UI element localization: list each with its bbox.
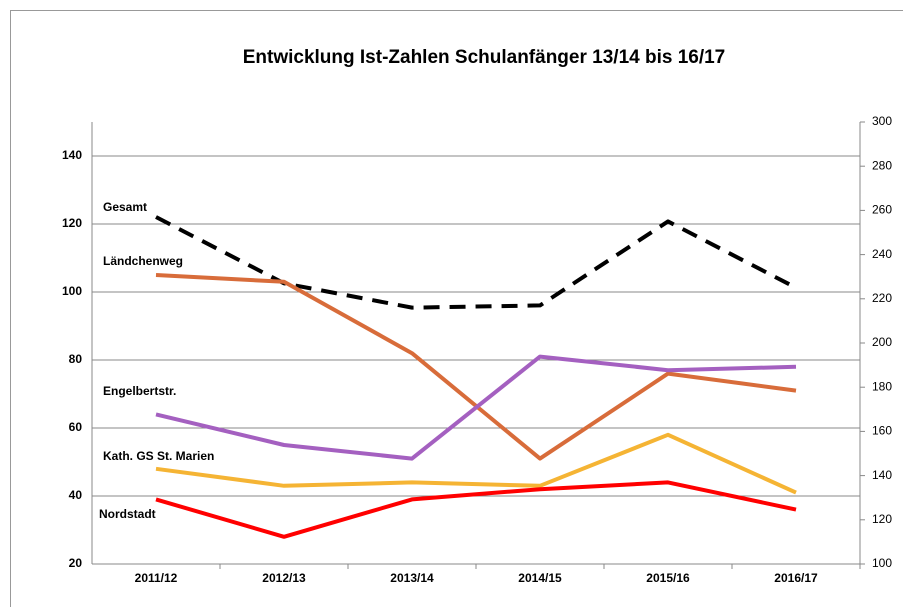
series-line: [155, 215, 797, 310]
y2-tick-label: 240: [872, 247, 892, 261]
x-tick-label: 2016/17: [774, 571, 818, 585]
chart-title: Entwicklung Ist-Zahlen Schulanfänger 13/…: [243, 47, 726, 68]
y2-tick-label: 160: [872, 424, 892, 438]
y2-tick-label: 200: [872, 335, 892, 349]
series-line: [155, 354, 797, 461]
y-tick-label: 40: [69, 488, 83, 502]
y-tick-label: 140: [62, 148, 82, 162]
y2-tick-label: 100: [872, 556, 892, 570]
series-line: [155, 480, 797, 539]
y2-tick-label: 120: [872, 512, 892, 526]
x-tick-label: 2013/14: [390, 571, 434, 585]
x-tick-label: 2015/16: [646, 571, 690, 585]
y-tick-label: 120: [62, 216, 82, 230]
y-tick-label: 60: [69, 420, 83, 434]
y2-tick-label: 140: [872, 468, 892, 482]
series-label: Engelbertstr.: [103, 384, 176, 398]
series-label: Ländchenweg: [103, 254, 183, 268]
series-label: Kath. GS St. Marien: [103, 449, 214, 463]
y-tick-label: 100: [62, 284, 82, 298]
y2-tick-label: 180: [872, 379, 892, 393]
x-tick-label: 2014/15: [518, 571, 562, 585]
series-line: [155, 432, 797, 495]
x-tick-label: 2012/13: [262, 571, 306, 585]
y2-tick-label: 300: [872, 114, 892, 128]
y2-tick-label: 220: [872, 291, 892, 305]
y-tick-label: 20: [69, 556, 83, 570]
series-label: Gesamt: [103, 200, 147, 214]
y2-tick-label: 280: [872, 158, 892, 172]
series-label: Nordstadt: [99, 507, 156, 521]
x-tick-label: 2011/12: [135, 571, 178, 585]
y2-tick-label: 260: [872, 203, 892, 217]
y-tick-label: 80: [69, 352, 83, 366]
